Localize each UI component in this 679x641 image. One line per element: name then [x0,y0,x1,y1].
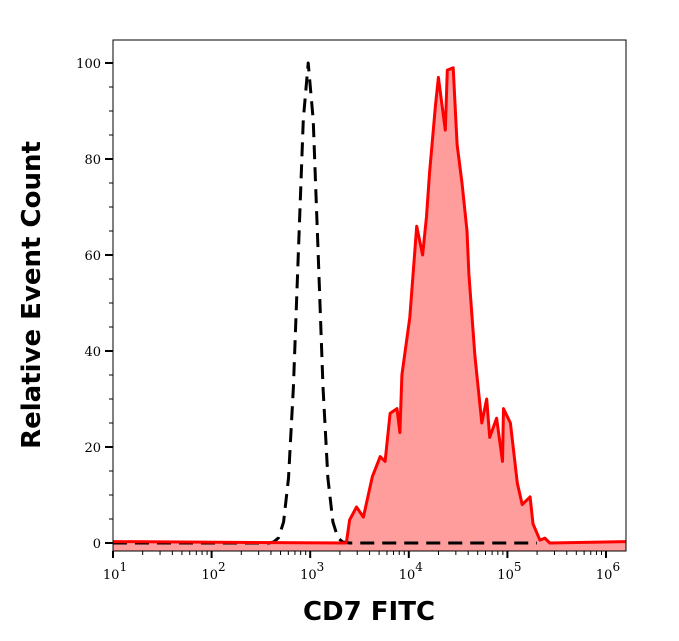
y-tick-label: 40 [84,345,101,360]
x-tick-base: 10 [202,568,219,583]
x-tick-exponent: 6 [612,560,620,574]
x-tick-exponent: 1 [119,560,127,574]
y-tick-label: 80 [84,153,101,168]
x-tick-label: 101 [103,560,127,583]
x-tick-base: 10 [399,568,416,583]
series-fill-1 [113,67,626,552]
x-tick-label: 102 [202,560,226,583]
x-tick-base: 10 [596,568,613,583]
plot-frame [112,39,627,552]
y-tick-label: 100 [76,57,101,72]
x-tick-label: 105 [497,560,521,583]
x-tick-base: 10 [497,568,514,583]
x-tick-exponent: 5 [514,560,522,574]
x-tick-label: 103 [300,560,324,583]
x-tick-base: 10 [300,568,317,583]
series-line-cd7-stained [112,66,626,545]
x-tick-label: 104 [399,560,424,583]
x-tick-exponent: 4 [415,560,423,574]
x-tick-exponent: 3 [317,560,325,574]
series-line-control [113,61,537,545]
y-tick-label: 20 [84,441,101,456]
y-tick-label: 60 [84,249,101,264]
x-tick-exponent: 2 [218,560,226,574]
x-tick-label: 106 [596,560,620,583]
y-tick-label: 0 [93,537,101,552]
x-axis-label: CD7 FITC [303,597,435,627]
y-axis-label: Relative Event Count [17,141,47,449]
x-tick-base: 10 [103,568,120,583]
series-layer [112,61,626,552]
